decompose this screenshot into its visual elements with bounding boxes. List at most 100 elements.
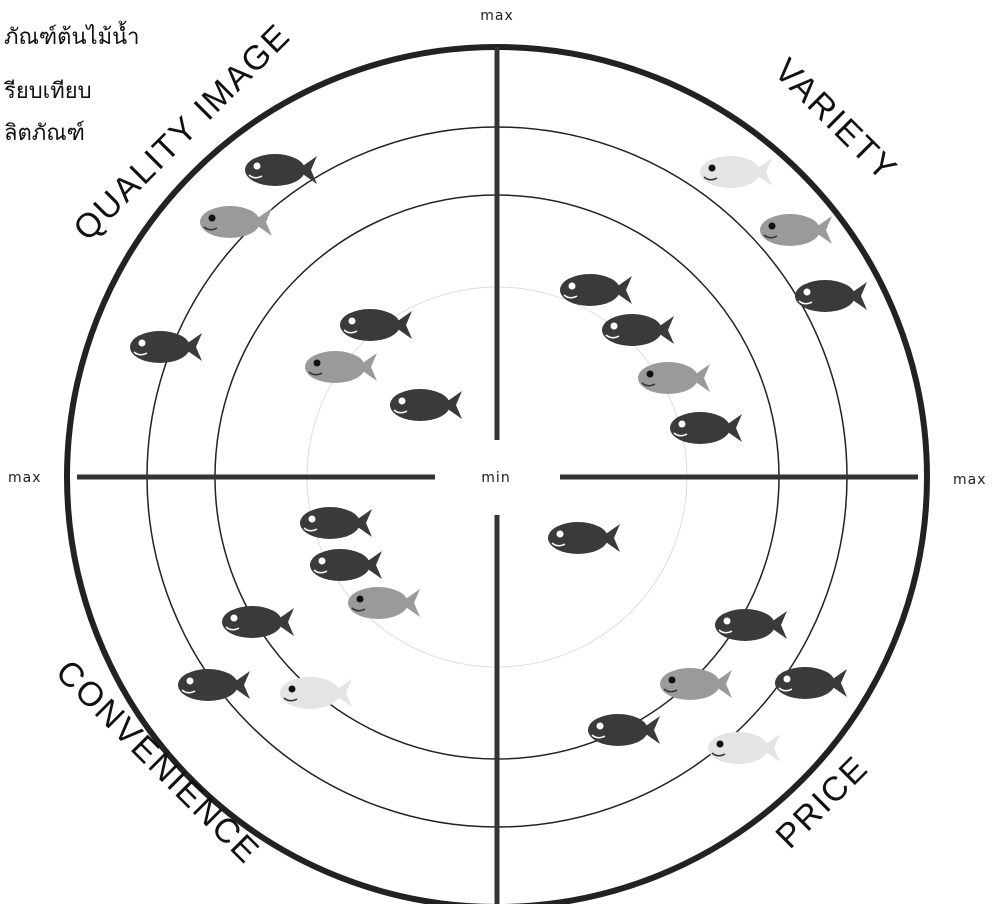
fish (348, 587, 420, 619)
fish-mouth (711, 752, 726, 757)
fish-body (602, 314, 662, 346)
fish-tail (362, 551, 382, 579)
fish-body (700, 156, 760, 188)
fish (340, 309, 412, 341)
fish-eye (716, 740, 724, 748)
fish-body (638, 362, 698, 394)
fish-mouth (351, 607, 366, 612)
fish-mouth (663, 688, 678, 693)
fish-mouth (718, 629, 733, 634)
fish (200, 206, 272, 238)
axis-label: max (953, 472, 987, 488)
fish-body (760, 214, 820, 246)
fish (638, 362, 710, 394)
fish-mouth (763, 234, 778, 239)
fish-tail (252, 208, 272, 236)
fish-tail (332, 679, 352, 707)
fish (222, 606, 294, 638)
fish-mouth (798, 300, 813, 305)
fish-mouth (673, 432, 688, 437)
fish-body (588, 714, 648, 746)
fish-tail (442, 391, 462, 419)
fish-eye (678, 420, 686, 428)
fish-mouth (181, 689, 196, 694)
fish-tail (767, 611, 787, 639)
fish-eye (356, 595, 364, 603)
fish-body (300, 507, 360, 539)
fish-eye (230, 614, 238, 622)
fish-mouth (563, 294, 578, 299)
fish-tail (760, 734, 780, 762)
fish-eye (556, 530, 564, 538)
fish-body (560, 274, 620, 306)
fish-body (130, 331, 190, 363)
fish-tail (640, 716, 660, 744)
fish-body (715, 609, 775, 641)
fish-eye (308, 515, 316, 523)
fish-eye (768, 222, 776, 230)
fish (130, 331, 202, 363)
fish-body (670, 412, 730, 444)
fish-mouth (308, 371, 323, 376)
fish-eye (398, 397, 406, 405)
fish-tail (752, 158, 772, 186)
fish-tail (847, 282, 867, 310)
fish-mouth (641, 382, 656, 387)
fish-body (348, 587, 408, 619)
fish (588, 714, 660, 746)
fish-mouth (551, 542, 566, 547)
fish-tail (612, 276, 632, 304)
fish-mouth (703, 176, 718, 181)
fish (795, 280, 867, 312)
axes (77, 47, 918, 904)
header-line: ภัณฑ์ต้นไม้น้ำ (4, 21, 139, 50)
fish (245, 154, 317, 186)
header-line: รียบเทียบ (3, 79, 92, 104)
fish-body (340, 309, 400, 341)
fish-eye (318, 557, 326, 565)
fish-eye (313, 359, 321, 367)
fish-tail (654, 316, 674, 344)
quadrant-label: QUALITY IMAGE (66, 16, 298, 248)
quadrant-label: VARIETY (767, 51, 905, 189)
fish-body (222, 606, 282, 638)
fish-mouth (393, 409, 408, 414)
fish (305, 351, 377, 383)
fish-tail (827, 669, 847, 697)
fish-eye (288, 685, 296, 693)
fish-body (280, 677, 340, 709)
fish-eye (568, 282, 576, 290)
fish-body (660, 668, 720, 700)
fish (670, 412, 742, 444)
fish-tail (400, 589, 420, 617)
fish-eye (596, 722, 604, 730)
fish (300, 507, 372, 539)
fish-mouth (133, 351, 148, 356)
fish-eye (708, 164, 716, 172)
fish-eye (186, 677, 194, 685)
fish (560, 274, 632, 306)
fish-mouth (605, 334, 620, 339)
fish-tail (600, 524, 620, 552)
fish (390, 389, 462, 421)
fish-tail (274, 608, 294, 636)
fish (775, 667, 847, 699)
fish-mouth (225, 626, 240, 631)
fish-eye (610, 322, 618, 330)
fish-eye (646, 370, 654, 378)
fish-tail (392, 311, 412, 339)
fish-body (200, 206, 260, 238)
fish-body (548, 522, 608, 554)
fish-mouth (283, 697, 298, 702)
fish-body (305, 351, 365, 383)
fish (548, 522, 620, 554)
fish-mouth (303, 527, 318, 532)
header-line: ลิตภัณฑ์ (4, 121, 85, 146)
fish-body (795, 280, 855, 312)
axis-label: min (481, 470, 510, 486)
fish (178, 669, 250, 701)
fish-tail (230, 671, 250, 699)
fish-eye (723, 617, 731, 625)
fish-mouth (248, 174, 263, 179)
